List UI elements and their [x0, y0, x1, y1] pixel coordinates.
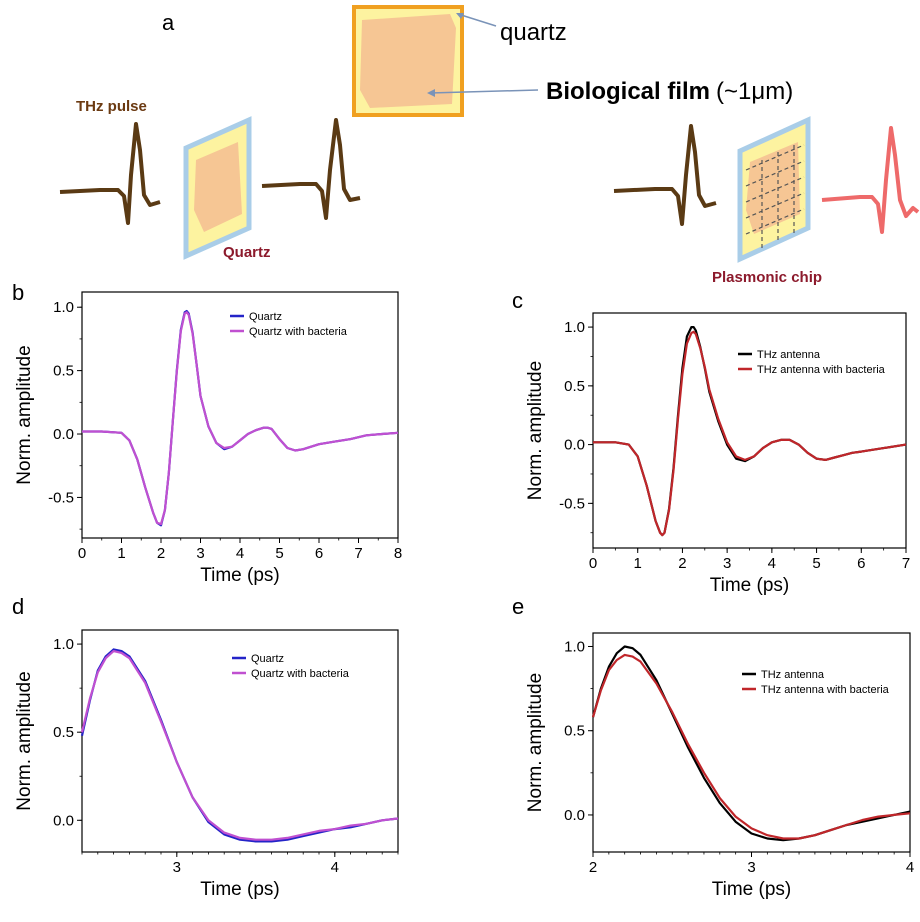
legend-label: THz antenna with bacteria	[761, 684, 890, 696]
series-line-1	[593, 326, 907, 537]
y-tick-label: 0.0	[564, 807, 585, 824]
y-axis-label: Norm. amplitude	[525, 361, 546, 500]
x-tick-label: 7	[902, 555, 910, 572]
x-tick-label: 3	[723, 555, 731, 572]
inset-film	[360, 14, 456, 108]
chip-transmitted-pulse-icon	[821, 126, 920, 234]
series-line-1	[82, 309, 399, 527]
chip-incident-pulse-icon	[613, 124, 717, 226]
chart-panel-e: e 2 3 4 0.0 0.5 1.0 Time (ps) Norm. amplitude THz…	[512, 594, 914, 900]
x-tick-label: 2	[157, 545, 165, 562]
incident-pulse-icon	[59, 122, 161, 225]
y-tick-label: 0.5	[564, 378, 585, 395]
y-tick-label: -0.5	[559, 495, 585, 512]
x-tick-label: 3	[747, 859, 755, 876]
y-axis-label: Norm. amplitude	[14, 345, 35, 484]
y-tick-label: 1.0	[53, 636, 74, 653]
x-tick-label: 0	[589, 555, 597, 572]
plot-frame	[592, 312, 907, 549]
x-axis-label: Time (ps)	[200, 879, 280, 900]
x-tick-label: 8	[394, 545, 402, 562]
chart-panel-b: b 0 1 2 3 4 5 6 7 8 -0.5 0.0 0.5 1.0 Time (ps) Norm. am…	[12, 280, 402, 586]
x-tick-label: 2	[678, 555, 686, 572]
series-line-2	[591, 653, 911, 840]
panel-label-b: b	[12, 280, 24, 305]
film-arrow	[429, 89, 539, 94]
x-tick-label: 1	[634, 555, 642, 572]
legend-label: Quartz	[251, 653, 284, 665]
y-tick-label: 0.0	[53, 426, 74, 443]
x-tick-label: 6	[315, 545, 323, 562]
x-axis-label: Time (ps)	[710, 575, 790, 596]
y-tick-label: 1.0	[53, 299, 74, 316]
x-tick-label: 3	[173, 859, 181, 876]
x-axis-label: Time (ps)	[200, 565, 280, 586]
x-tick-label: 1	[117, 545, 125, 562]
series-line-2	[82, 311, 399, 526]
legend-label: Quartz with bacteria	[249, 326, 348, 338]
y-tick-label: 0.5	[53, 363, 74, 380]
series-line-1	[591, 645, 911, 842]
chart-panel-d: d 3 4 0.0 0.5 1.0 Time (ps) Norm. amplitude Quar…	[12, 594, 399, 900]
x-tick-label: 4	[236, 545, 244, 562]
series-line-2	[593, 330, 907, 537]
legend-label: THz antenna with bacteria	[757, 364, 886, 376]
y-axis-label: Norm. amplitude	[14, 671, 35, 810]
legend-label: THz antenna	[761, 669, 825, 681]
panel-label-c: c	[512, 288, 523, 313]
panel-label-a: a	[162, 10, 175, 35]
panel-label-e: e	[512, 594, 524, 619]
film-arrowhead	[427, 89, 435, 97]
chart-panel-c: c 0 1 2 3 4 5 6 7 -0.5 0.0 0.5 1.0 Time (ps) Norm. amp…	[512, 288, 910, 596]
legend-label: Quartz with bacteria	[251, 668, 350, 680]
quartz-arrow	[457, 13, 497, 27]
thz-pulse-label: THz pulse	[76, 98, 147, 115]
x-tick-label: 5	[275, 545, 283, 562]
y-tick-label: -0.5	[48, 489, 74, 506]
bio-film-callout: Biological film (~1μm)	[546, 78, 793, 105]
x-tick-label: 6	[857, 555, 865, 572]
y-tick-label: 0.5	[53, 724, 74, 741]
chip-film-icon	[746, 142, 800, 234]
x-tick-label: 5	[812, 555, 820, 572]
legend-label: Quartz	[249, 311, 282, 323]
x-tick-label: 4	[768, 555, 776, 572]
quartz-arrowhead	[456, 13, 464, 19]
y-tick-label: 0.5	[564, 723, 585, 740]
panel-label-d: d	[12, 594, 24, 619]
x-tick-label: 2	[589, 859, 597, 876]
y-axis-label: Norm. amplitude	[525, 673, 546, 812]
quartz-film-icon	[194, 142, 242, 232]
plot-frame	[81, 291, 399, 539]
plasmonic-chip-label: Plasmonic chip	[712, 269, 822, 286]
y-tick-label: 1.0	[564, 638, 585, 655]
x-tick-label: 0	[78, 545, 86, 562]
x-axis-label: Time (ps)	[712, 879, 792, 900]
series-line-1	[80, 648, 399, 843]
quartz-callout: quartz	[500, 19, 567, 46]
x-tick-label: 7	[354, 545, 362, 562]
plot-frame	[81, 629, 399, 853]
y-tick-label: 0.0	[53, 812, 74, 829]
chip-antenna-pattern	[745, 144, 805, 248]
transmitted-pulse-icon	[261, 118, 361, 220]
x-tick-label: 4	[906, 859, 914, 876]
y-tick-label: 0.0	[564, 437, 585, 454]
legend-label: THz antenna	[757, 349, 821, 361]
x-tick-label: 4	[331, 859, 339, 876]
schematic-panel: a quartz Biological film (~1μm) THz pulse…	[59, 5, 920, 286]
y-tick-label: 1.0	[564, 319, 585, 336]
quartz-label: Quartz	[223, 244, 271, 261]
series-line-2	[80, 650, 399, 841]
x-tick-label: 3	[196, 545, 204, 562]
